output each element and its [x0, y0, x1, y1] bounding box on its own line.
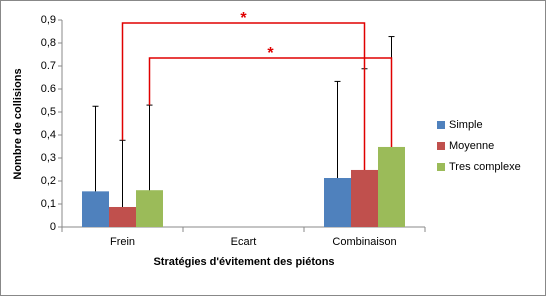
significance-mark: *	[240, 10, 247, 27]
bar	[351, 169, 378, 227]
y-tick-label: 0,1	[41, 198, 56, 210]
bar	[378, 146, 405, 227]
x-tick-label: Frein	[110, 236, 135, 248]
significance-mark: *	[267, 45, 274, 62]
x-tick-label: Ecart	[231, 236, 257, 248]
legend-label: Tres complexe	[449, 161, 521, 173]
bar	[109, 206, 136, 227]
y-tick-label: 0,3	[41, 152, 56, 164]
legend-label: Simple	[449, 119, 483, 131]
legend-label: Moyenne	[449, 140, 494, 152]
legend-swatch	[437, 142, 445, 150]
y-tick-label: 0	[50, 221, 56, 233]
legend-swatch	[437, 121, 445, 129]
legend-swatch	[437, 163, 445, 171]
bar	[324, 178, 351, 227]
significance-bracket	[148, 57, 393, 147]
y-tick-label: 0.6	[41, 83, 56, 95]
y-axis-label: Nombre de collisions	[12, 68, 24, 179]
y-tick-label: 0,2	[41, 175, 56, 187]
x-tick-label: Combinaison	[332, 236, 396, 248]
y-tick-label: 0,5	[41, 106, 56, 118]
y-tick-label: 0,9	[41, 14, 56, 26]
bar	[82, 191, 109, 227]
bar	[136, 190, 163, 227]
y-tick-label: 0,4	[41, 129, 56, 141]
y-tick-label: 0.7	[41, 60, 56, 72]
y-tick-label: 0,8	[41, 37, 56, 49]
significance-bracket	[121, 22, 366, 170]
x-axis-label: Stratégies d'évitement des piétons	[153, 256, 334, 268]
